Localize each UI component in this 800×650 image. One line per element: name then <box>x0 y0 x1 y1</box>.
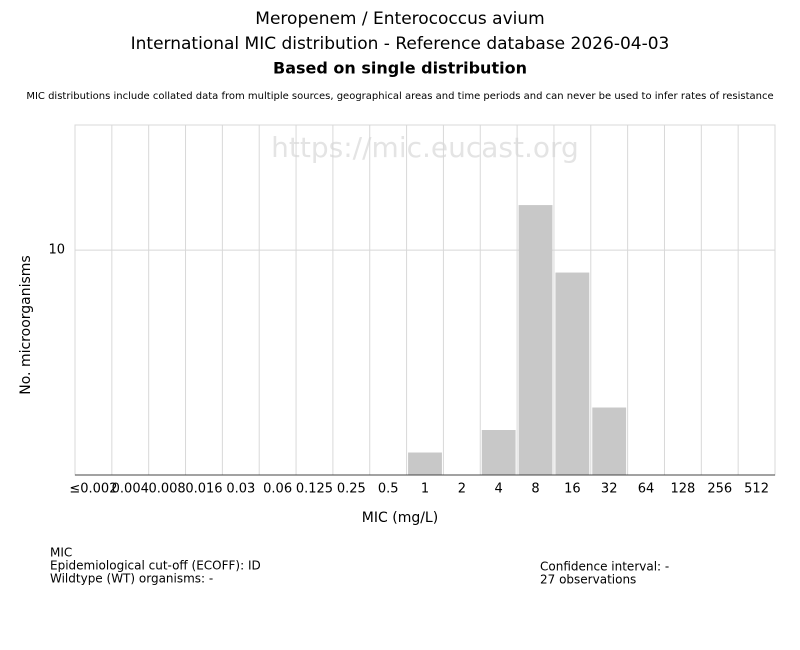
bar <box>592 407 627 475</box>
footer-text: Confidence interval: - <box>540 560 669 574</box>
note: MIC distributions include collated data … <box>26 91 773 102</box>
footer-text: 27 observations <box>540 573 636 587</box>
y-tick-label: 10 <box>48 243 65 258</box>
x-tick-label: 512 <box>744 482 769 497</box>
footer-text: MIC <box>50 546 72 560</box>
chart-title: Meropenem / Enterococcus avium <box>255 9 544 29</box>
x-tick-label: 0.06 <box>263 482 292 497</box>
x-tick-label: 2 <box>458 482 466 497</box>
footer-text: Wildtype (WT) organisms: - <box>50 572 213 586</box>
bar <box>518 205 553 475</box>
y-axis-label: No. microorganisms <box>18 255 34 394</box>
x-tick-label: 0.016 <box>185 482 222 497</box>
x-tick-label: 4 <box>495 482 503 497</box>
x-tick-label: 0.008 <box>148 482 185 497</box>
watermark: https://mic.eucast.org <box>271 131 579 164</box>
x-tick-label: 8 <box>531 482 539 497</box>
x-tick-label: 0.03 <box>226 482 255 497</box>
x-axis-label: MIC (mg/L) <box>362 510 438 526</box>
bar <box>481 430 516 475</box>
x-tick-label: 128 <box>670 482 695 497</box>
x-tick-label: 0.125 <box>296 482 333 497</box>
bar <box>555 272 590 475</box>
x-tick-label: 256 <box>707 482 732 497</box>
x-tick-label: 16 <box>564 482 581 497</box>
x-tick-label: 0.004 <box>112 482 149 497</box>
x-tick-label: 64 <box>638 482 655 497</box>
x-tick-label: 1 <box>421 482 429 497</box>
x-tick-label: 32 <box>601 482 618 497</box>
footer-text: Epidemiological cut-off (ECOFF): ID <box>50 559 261 573</box>
bar <box>408 452 442 475</box>
plot-frame <box>74 124 776 476</box>
x-tick-label: ≤0.002 <box>69 482 117 497</box>
chart-subtitle: International MIC distribution - Referen… <box>131 34 670 54</box>
chart-subtitle: Based on single distribution <box>273 59 527 78</box>
x-tick-label: 0.5 <box>378 482 399 497</box>
x-tick-label: 0.25 <box>337 482 366 497</box>
